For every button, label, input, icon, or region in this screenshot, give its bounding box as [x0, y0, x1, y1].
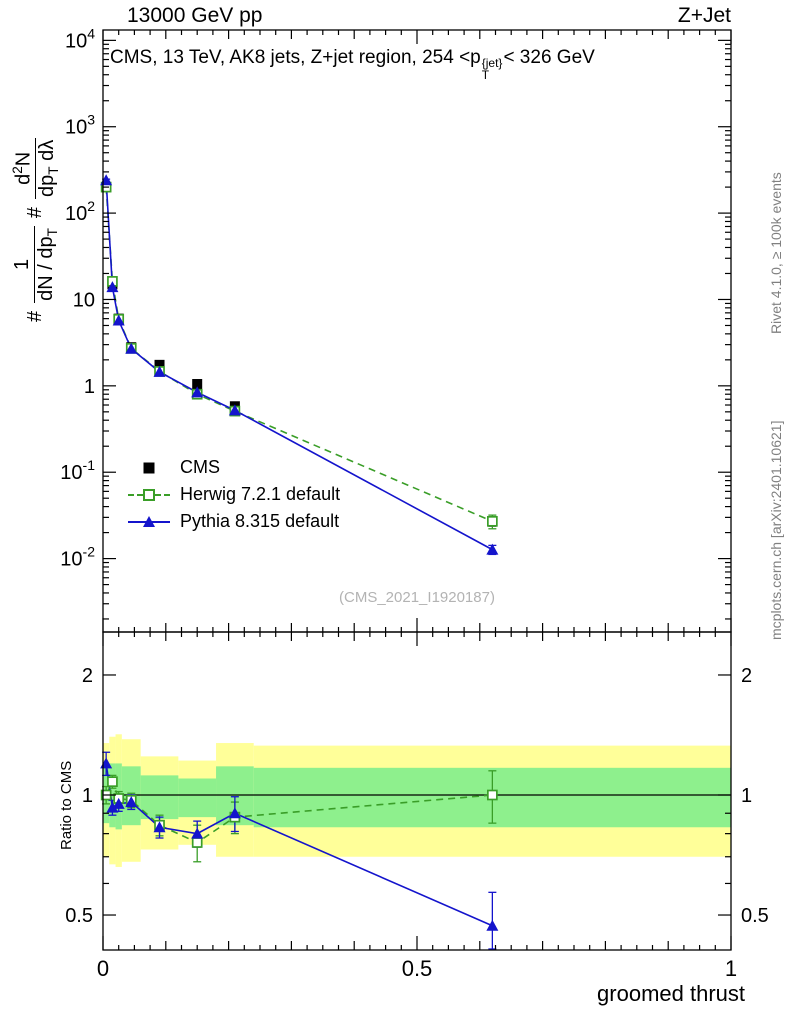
- svg-text:10: 10: [73, 289, 95, 311]
- mcplots-citation-label: mcplots.cern.ch [arXiv:2401.10621]: [768, 420, 784, 640]
- legend-item-herwig: Herwig 7.2.1 default: [128, 481, 340, 508]
- svg-text:0: 0: [97, 956, 109, 981]
- axis-ticks: [102, 30, 732, 950]
- beam-energy-label: 13000 GeV pp: [127, 4, 263, 27]
- svg-text:1: 1: [725, 956, 737, 981]
- svg-text:0.5: 0.5: [402, 956, 433, 981]
- svg-text:2: 2: [741, 665, 752, 687]
- svg-text:1: 1: [82, 785, 93, 807]
- ylabel-hash-2: #: [24, 206, 47, 219]
- ratio-markers: [100, 757, 499, 931]
- svg-text:0.5: 0.5: [741, 905, 769, 927]
- svg-text:0.5: 0.5: [65, 905, 93, 927]
- pt-jet-stack: {jet} T: [482, 57, 503, 81]
- analysis-id-watermark: (CMS_2021_I1920187): [339, 589, 495, 606]
- legend-item-cms: CMS: [128, 454, 340, 481]
- legend-label-herwig: Herwig 7.2.1 default: [180, 484, 341, 504]
- legend: CMS Herwig 7.2.1 default Pythia 8.315 de…: [128, 454, 340, 535]
- rivet-version-label: Rivet 4.1.0, ≥ 100k events: [768, 172, 784, 334]
- y-axis-label: # 1 dN / dpT # d2N dpT dλ: [10, 22, 61, 322]
- svg-text:10-2: 10-2: [60, 544, 95, 571]
- cms-marker-swatch: [128, 460, 170, 476]
- ylabel-fraction-2: d2N dpT dλ: [10, 137, 62, 199]
- legend-item-pythia: Pythia 8.315 default: [128, 508, 340, 535]
- process-label: Z+Jet: [677, 4, 731, 27]
- legend-label-cms: CMS: [180, 457, 220, 477]
- pt-subscript: T: [481, 68, 490, 82]
- pythia-marker-swatch: [128, 514, 170, 530]
- x-axis-label: groomed thrust: [597, 981, 745, 1006]
- pt-jet-superscript: {jet}: [481, 56, 503, 70]
- svg-text:1: 1: [84, 376, 95, 398]
- ylabel-hash-1: #: [24, 310, 47, 322]
- plot-title-prefix: CMS, 13 TeV, AK8 jets, Z+jet region, 254…: [110, 47, 481, 68]
- ratio-y-axis-label: Ratio to CMS: [58, 760, 75, 850]
- axis-tick-labels: 10-2 10-1 1 10 102 103 104 0.5 0.5 1 1 2 2 0 0.5 1: [60, 25, 769, 981]
- ylabel-fraction-1: 1 dN / dpT: [11, 226, 60, 303]
- herwig-marker-swatch: [128, 487, 170, 503]
- plot-title: CMS, 13 TeV, AK8 jets, Z+jet region, 254…: [110, 47, 595, 81]
- svg-text:103: 103: [65, 112, 95, 139]
- svg-text:2: 2: [82, 665, 93, 687]
- plot-title-suffix: < 326 GeV: [503, 47, 595, 68]
- svg-text:10-1: 10-1: [60, 457, 95, 484]
- svg-text:1: 1: [741, 785, 752, 807]
- svg-text:102: 102: [65, 198, 95, 225]
- svg-text:104: 104: [65, 25, 95, 52]
- legend-label-pythia: Pythia 8.315 default: [180, 511, 340, 531]
